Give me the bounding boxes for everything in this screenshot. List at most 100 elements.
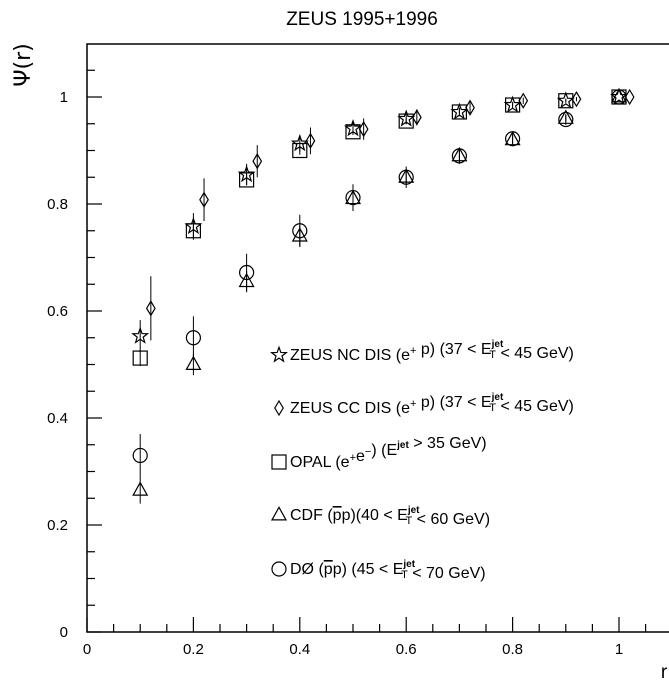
legend-label-part: < 60 GeV) [412,511,490,528]
legend-item-star: ZEUS NC DIS (e+ p) (37 < Ejet T < 45 GeV) [269,339,574,364]
triangle-marker [270,506,288,521]
circle-marker [398,169,414,185]
legend-label-part: T [489,402,496,414]
diamond-shape [624,88,635,106]
diamond-marker [145,300,156,317]
square-shape [132,350,148,366]
square-shape [345,124,361,140]
triangle-marker [610,88,628,103]
legend-item-circle: DØ (pp) (45 < Ejet T < 70 GeV) [271,559,486,582]
data-points [131,87,635,504]
legend-label-part: p)(40 < E [342,507,408,524]
square-marker [132,350,148,366]
y-axis-label: Ψ(r) [11,43,36,87]
legend: ZEUS NC DIS (e+ p) (37 < Ejet T < 45 GeV)… [269,339,574,582]
plot-frame [86,43,669,633]
diamond-marker [305,132,316,150]
triangle-shape [610,88,628,103]
diamond-marker [199,191,209,208]
diamond-shape [358,120,369,138]
legend-label-part: T [406,515,413,527]
star-marker [503,95,522,113]
legend-label-part: DØ ( [290,561,324,578]
legend-label-part: jet [407,505,420,516]
circle-marker [292,223,308,239]
circle-marker [558,111,574,128]
diamond-shape [465,99,475,116]
legend-label-part: + [410,398,416,410]
circle-shape [292,223,308,239]
diamond-shape [199,191,209,208]
star-shape [269,345,289,363]
legend-label: CDF (pp)(40 < Ejet T < 60 GeV) [290,505,490,528]
axes [86,43,669,633]
triangle-shape [270,506,288,521]
diamond-marker [518,92,529,109]
y-tick-label: 0.4 [47,410,68,427]
circle-marker [185,330,201,346]
series-circle [132,89,627,477]
diamond-marker [274,399,284,417]
square-marker [185,223,201,239]
legend-label-part: > 35 GeV) [409,435,487,452]
legend-label: OPAL (e+e−) (Ejet > 35 GeV) [290,435,487,471]
legend-label-part: jet [491,392,504,403]
ticks: 0 0.2 0.4 0.6 0.8 1 0 0.2 0.4 0.6 0.8 1 [47,69,647,658]
square-marker [345,124,361,140]
star-shape [503,95,522,113]
x-tick-label: 1 [615,641,623,658]
legend-item-triangle: CDF (pp)(40 < Ejet T < 60 GeV) [270,505,490,528]
star-shape [556,91,575,109]
circle-shape [271,561,287,577]
diamond-marker [358,120,369,138]
square-marker [505,97,521,113]
star-marker [269,345,289,363]
legend-label-part: ) (E [371,442,397,459]
square-shape [451,104,467,120]
x-tick-label: 0.8 [502,641,523,658]
square-marker [239,172,255,188]
circle-shape [239,264,255,281]
diamond-marker [624,88,635,106]
legend-label-part: p) (37 < E [416,341,491,358]
square-marker [398,113,414,129]
diamond-shape [411,109,422,126]
square-shape [185,223,201,239]
series-star [131,87,629,353]
legend-label-part: OPAL (e [290,454,350,471]
legend-item-diamond: ZEUS CC DIS (e+ p) (37 < Ejet T < 45 GeV) [274,392,574,417]
y-tick-label: 0 [60,624,68,641]
triangle-marker [132,481,149,496]
legend-label-part: − [365,446,371,458]
square-shape [271,454,287,470]
diamond-marker [252,153,263,170]
legend-label-part: jet [402,559,415,570]
square-shape [239,172,255,188]
circle-shape [451,148,467,164]
legend-item-square: OPAL (e+e−) (Ejet > 35 GeV) [271,435,487,471]
diamond-shape [305,132,316,150]
series-diamond [145,88,635,341]
circle-shape [185,330,201,346]
star-marker [556,91,575,109]
x-tick-label: 0.4 [289,641,310,658]
circle-shape [611,89,627,105]
square-shape [505,97,521,113]
circle-marker [239,264,255,281]
legend-label-part: jet [491,339,504,350]
circle-shape [345,189,361,206]
x-tick-label: 0.2 [183,641,204,658]
triangle-marker [185,355,202,370]
legend-label-part: CDF ( [290,507,333,524]
x-tick-label: 0 [83,641,91,658]
diamond-shape [518,92,529,109]
series-square [132,89,627,367]
diamond-shape [274,399,284,417]
legend-label-part: T [489,349,496,361]
legend-label-part: < 45 GeV) [496,398,574,415]
legend-label-part: ZEUS NC DIS (e [290,347,410,364]
diamond-shape [571,90,582,108]
star-marker [131,326,150,344]
diamond-shape [252,153,263,170]
